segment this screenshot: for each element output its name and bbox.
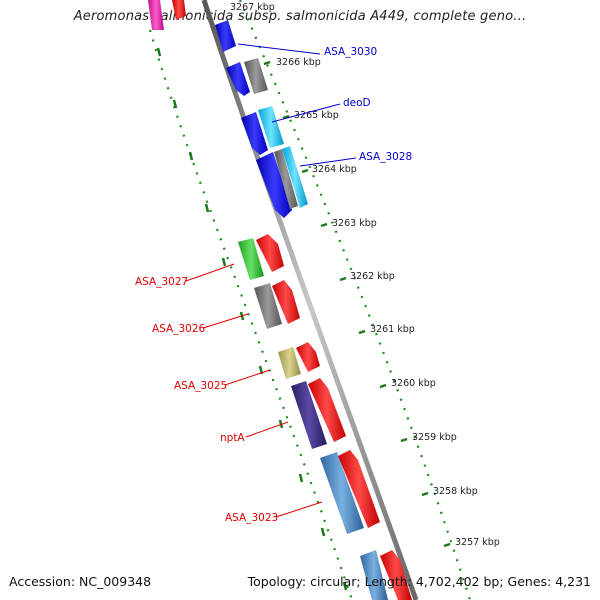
gene-red-top bbox=[172, 0, 186, 20]
gene-blue-1 bbox=[226, 62, 250, 96]
gene-nptA bbox=[291, 381, 327, 449]
outer-tick-marks bbox=[263, 60, 451, 548]
gene-label-ASA_3027[interactable]: ASA_3027 bbox=[135, 276, 188, 288]
gene-ASA_3027 bbox=[238, 238, 264, 280]
gene-label-ASA_3026[interactable]: ASA_3026 bbox=[152, 323, 206, 335]
tick-label-3263: 3263 kbp bbox=[332, 218, 377, 229]
genome-backbone bbox=[201, 0, 419, 600]
minus-gene-labels: ASA_3027 ASA_3026 ASA_3025 nptA ASA_3023 bbox=[135, 263, 323, 524]
gene-red-3 bbox=[296, 342, 320, 372]
gene-ASA_3026 bbox=[254, 283, 282, 329]
gene-ASA_3025 bbox=[278, 347, 301, 379]
plus-gene-labels: ASA_3030 deoD ASA_3028 bbox=[237, 43, 412, 167]
tick-label-3267: 3267 kbp bbox=[230, 2, 275, 13]
gene-ASA_3028 bbox=[282, 146, 308, 208]
gene-label-ASA_3030[interactable]: ASA_3030 bbox=[324, 46, 377, 58]
gene-label-deoD[interactable]: deoD bbox=[343, 97, 371, 109]
gene-ASA_3030-body bbox=[215, 20, 236, 52]
tick-label-3257: 3257 kbp bbox=[455, 537, 500, 548]
gene-steel-2 bbox=[360, 550, 388, 600]
plus-strand-genes bbox=[172, 0, 412, 600]
gene-grey-top bbox=[244, 58, 268, 94]
gene-pink bbox=[148, 0, 164, 30]
tick-label-3265: 3265 kbp bbox=[294, 110, 339, 121]
gene-blue-3 bbox=[256, 152, 292, 218]
gene-red-4 bbox=[308, 378, 346, 442]
tick-label-3261: 3261 kbp bbox=[370, 324, 415, 335]
tick-label-3266: 3266 kbp bbox=[276, 57, 321, 68]
gene-ASA_3028-grey bbox=[274, 149, 298, 209]
tick-label-3262: 3262 kbp bbox=[350, 271, 395, 282]
tick-label-3260: 3260 kbp bbox=[391, 378, 436, 389]
map-title: Aeromonas salmonicida subsp. salmonicida… bbox=[73, 9, 527, 24]
tick-label-3259: 3259 kbp bbox=[412, 432, 457, 443]
tick-label-3258: 3258 kbp bbox=[433, 486, 478, 497]
gene-red-6 bbox=[380, 550, 412, 600]
gene-ASA_3023 bbox=[320, 452, 364, 534]
gene-red-5 bbox=[338, 450, 380, 528]
gene-label-nptA[interactable]: nptA bbox=[220, 432, 245, 444]
gene-red-2 bbox=[272, 280, 300, 324]
tick-label-3264: 3264 kbp bbox=[312, 164, 357, 175]
position-labels: 3267 kbp 3266 kbp 3265 kbp 3264 kbp 3263… bbox=[230, 2, 500, 548]
gene-label-ASA_3025[interactable]: ASA_3025 bbox=[174, 380, 227, 392]
gene-red-1 bbox=[256, 234, 284, 272]
gene-label-ASA_3028[interactable]: ASA_3028 bbox=[359, 151, 412, 163]
minus-strand-genes bbox=[148, 0, 388, 600]
gene-blue-2 bbox=[241, 112, 268, 155]
gene-deoD bbox=[258, 106, 284, 148]
topology-text: Topology: circular; Length: 4,702,402 bp… bbox=[247, 574, 591, 589]
accession-text: Accession: NC_009348 bbox=[9, 574, 152, 589]
gene-label-ASA_3023[interactable]: ASA_3023 bbox=[225, 512, 278, 524]
